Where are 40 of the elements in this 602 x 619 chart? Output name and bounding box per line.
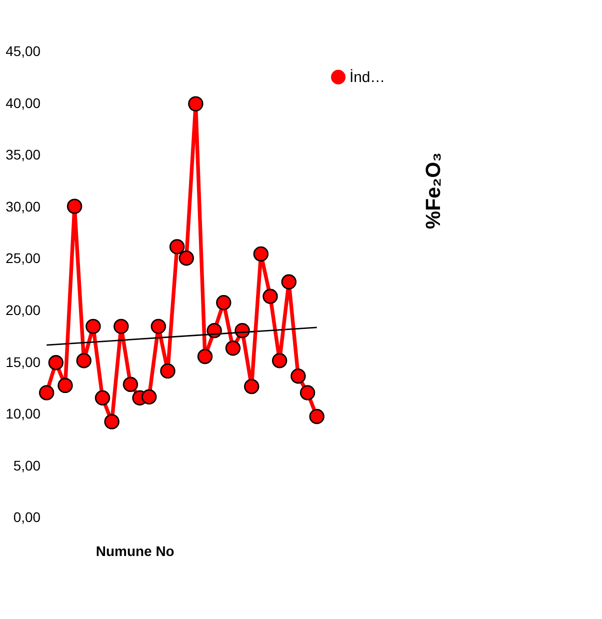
y-tick-label: 10,00 bbox=[6, 406, 41, 422]
point bbox=[76, 353, 92, 368]
y-tick-label: 45,00 bbox=[6, 43, 41, 60]
y-tick-label: 25,00 bbox=[6, 250, 41, 266]
y-tick-label: 5,00 bbox=[13, 457, 41, 474]
point bbox=[225, 340, 241, 356]
y-tick-label: 0,00 bbox=[13, 509, 41, 526]
point bbox=[160, 363, 176, 379]
point bbox=[66, 198, 82, 214]
point bbox=[48, 355, 64, 370]
point bbox=[262, 288, 278, 304]
point bbox=[86, 318, 101, 334]
point bbox=[244, 378, 260, 394]
point bbox=[188, 96, 204, 112]
point bbox=[216, 295, 232, 310]
x-axis-title: Numune No bbox=[96, 543, 174, 560]
point bbox=[169, 239, 185, 254]
point bbox=[141, 389, 157, 404]
point bbox=[94, 390, 110, 406]
y-tick-label: 35,00 bbox=[6, 146, 41, 163]
point bbox=[309, 408, 324, 424]
y-tick-label: 15,00 bbox=[6, 354, 41, 370]
y-tick-label: 30,00 bbox=[6, 198, 41, 214]
y-tick-label: 20,00 bbox=[6, 302, 41, 318]
point bbox=[178, 250, 194, 266]
y-tick-label: 40,00 bbox=[6, 94, 41, 111]
point bbox=[114, 318, 129, 334]
point bbox=[281, 274, 296, 290]
legend-label: İnd… bbox=[349, 68, 386, 86]
text: %Fe₂O₃ bbox=[422, 152, 445, 230]
point bbox=[272, 353, 288, 368]
point bbox=[290, 368, 306, 384]
point bbox=[197, 348, 213, 364]
point bbox=[122, 376, 138, 392]
point bbox=[300, 385, 316, 400]
point bbox=[58, 378, 73, 394]
point bbox=[104, 414, 120, 430]
point bbox=[253, 246, 269, 262]
point bbox=[150, 318, 166, 334]
point bbox=[38, 385, 54, 400]
